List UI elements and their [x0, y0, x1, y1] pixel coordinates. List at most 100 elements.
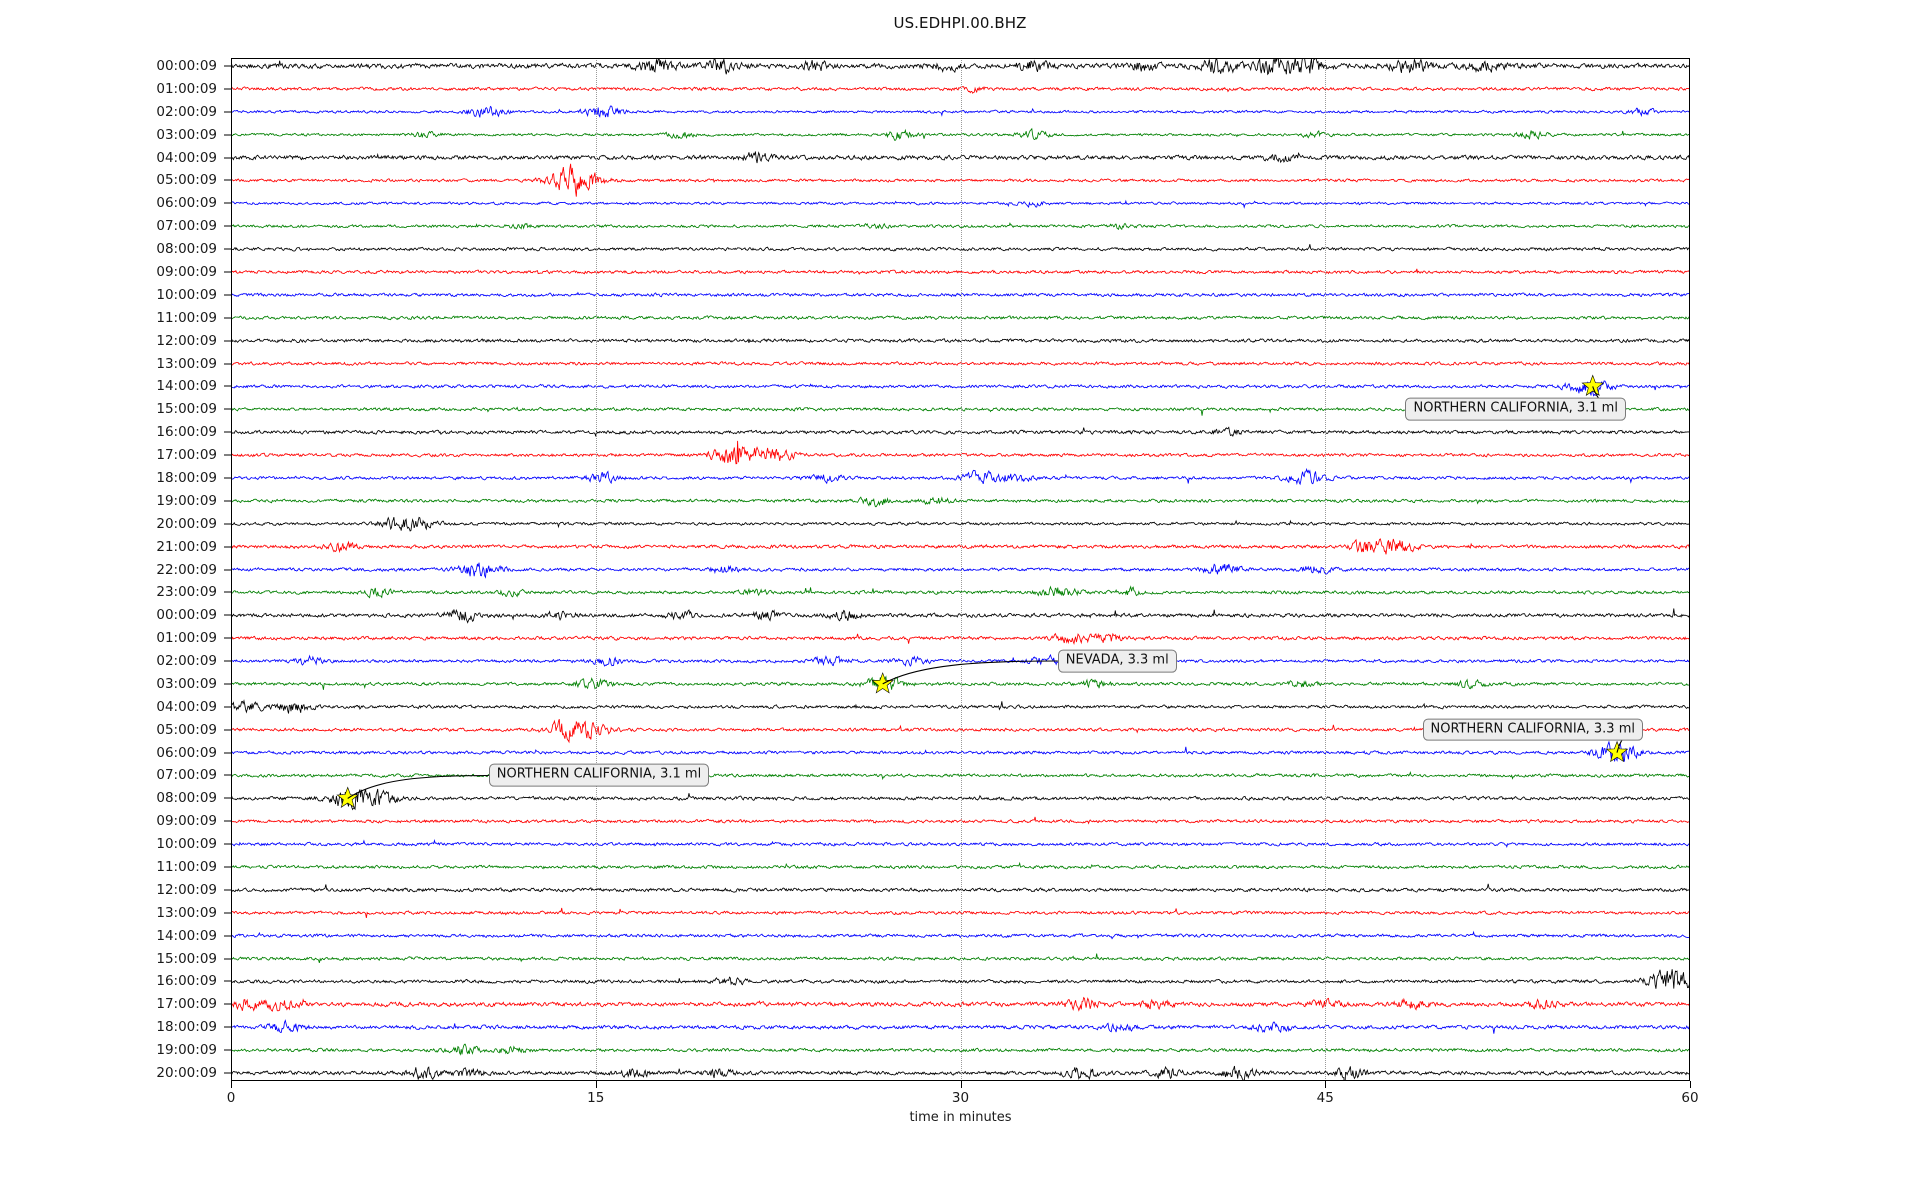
- y-axis-tick-label: 12:00:09: [156, 881, 217, 898]
- y-axis-tick: [224, 614, 231, 616]
- x-axis-tick: [231, 1081, 232, 1088]
- y-axis-tick: [224, 202, 231, 204]
- y-axis-tick-label: 04:00:09: [156, 149, 217, 166]
- y-axis-tick-label: 18:00:09: [156, 469, 217, 486]
- y-axis-tick-label: 00:00:09: [156, 607, 217, 624]
- grid-line-vertical: [960, 58, 962, 1081]
- y-axis-tick: [224, 1003, 231, 1005]
- y-axis-tick-label: 20:00:09: [156, 515, 217, 532]
- y-axis-tick-label: 07:00:09: [156, 218, 217, 235]
- x-axis-tick-label: 0: [226, 1090, 236, 1106]
- y-axis-tick-label: 15:00:09: [156, 950, 217, 967]
- x-axis-tick-label: 60: [1681, 1090, 1699, 1106]
- grid-line-vertical: [595, 58, 597, 1081]
- y-axis-tick-label: 08:00:09: [156, 241, 217, 258]
- y-axis-tick: [224, 454, 231, 456]
- y-axis-tick-label: 06:00:09: [156, 744, 217, 761]
- y-axis-tick-label: 05:00:09: [156, 721, 217, 738]
- y-axis-tick: [224, 706, 231, 708]
- y-axis-tick-label: 01:00:09: [156, 80, 217, 97]
- y-axis-tick-label: 03:00:09: [156, 675, 217, 692]
- y-axis-tick: [224, 340, 231, 342]
- y-axis-tick: [224, 591, 231, 593]
- annotation-northern-california-33[interactable]: NORTHERN CALIFORNIA, 3.3 ml: [1422, 718, 1643, 742]
- y-axis-tick: [224, 935, 231, 937]
- y-axis-tick-label: 16:00:09: [156, 424, 217, 441]
- y-axis-tick: [224, 660, 231, 662]
- x-axis-tick: [1690, 1081, 1691, 1088]
- y-axis-tick: [224, 1049, 231, 1051]
- y-axis-tick-label: 01:00:09: [156, 630, 217, 647]
- y-axis-tick: [224, 111, 231, 113]
- y-axis-tick: [224, 65, 231, 67]
- y-axis-tick-label: 06:00:09: [156, 195, 217, 212]
- y-axis-tick: [224, 248, 231, 250]
- y-axis-tick-label: 17:00:09: [156, 996, 217, 1013]
- y-axis-tick-label: 07:00:09: [156, 767, 217, 784]
- annotation-label: NORTHERN CALIFORNIA, 3.1 ml: [1413, 400, 1618, 416]
- y-axis-tick: [224, 1072, 231, 1074]
- y-axis-tick-label: 19:00:09: [156, 492, 217, 509]
- y-axis-tick-label: 14:00:09: [156, 927, 217, 944]
- y-axis-tick-label: 10:00:09: [156, 836, 217, 853]
- y-axis-tick: [224, 546, 231, 548]
- y-axis-tick-label: 02:00:09: [156, 103, 217, 120]
- x-axis-labels: 0 15 30 45 60: [227, 1081, 1699, 1111]
- grid-line-vertical: [1325, 58, 1327, 1081]
- y-axis-tick-label: 02:00:09: [156, 653, 217, 670]
- annotation-label: NORTHERN CALIFORNIA, 3.3 ml: [1430, 721, 1635, 737]
- y-axis-tick: [224, 889, 231, 891]
- y-axis-tick: [224, 431, 231, 433]
- annotation-northern-california-31-lower[interactable]: NORTHERN CALIFORNIA, 3.1 ml: [488, 764, 710, 787]
- y-axis-tick-label: 21:00:09: [156, 538, 217, 555]
- annotation-nevada-33[interactable]: NEVADA, 3.3 ml: [1057, 649, 1177, 673]
- y-axis-tick-label: 22:00:09: [156, 561, 217, 578]
- x-axis-tick-label: 45: [1316, 1090, 1334, 1106]
- y-axis-tick-label: 23:00:09: [156, 584, 217, 601]
- y-axis-tick-label: 05:00:09: [156, 172, 217, 189]
- y-axis-tick: [224, 363, 231, 365]
- y-axis-tick-label: 11:00:09: [156, 309, 217, 326]
- y-axis-tick-label: 00:00:09: [156, 58, 217, 74]
- y-axis-tick-label: 13:00:09: [156, 904, 217, 921]
- x-axis-tick-label: 30: [951, 1090, 970, 1106]
- y-axis-tick: [224, 958, 231, 960]
- y-axis-tick: [224, 1026, 231, 1028]
- y-axis-tick: [224, 271, 231, 273]
- y-axis-tick: [224, 637, 231, 639]
- y-axis-tick: [224, 569, 231, 570]
- y-axis-tick-label: 09:00:09: [156, 813, 217, 830]
- y-axis-tick-label: 03:00:09: [156, 126, 217, 143]
- y-axis-tick-label: 08:00:09: [156, 790, 217, 807]
- annotation-northern-california-31-upper[interactable]: NORTHERN CALIFORNIA, 3.1 ml: [1405, 397, 1626, 421]
- y-axis-tick: [224, 797, 231, 799]
- x-axis-tick: [960, 1081, 962, 1088]
- y-axis-tick: [224, 683, 231, 685]
- y-axis-labels: 00:00:09 01:00:09 02:00:09 03:00:09 04:00:09…: [0, 58, 231, 1081]
- x-axis-tick: [595, 1081, 597, 1088]
- y-axis-tick: [224, 477, 231, 479]
- y-axis-tick: [224, 774, 231, 776]
- y-axis-tick-label: 15:00:09: [156, 401, 217, 418]
- y-axis-tick: [224, 88, 231, 90]
- y-axis-tick-label: 11:00:09: [156, 859, 217, 876]
- plot-area: NORTHERN CALIFORNIA, 3.1 ml NEVADA, 3.3 m…: [231, 58, 1690, 1081]
- y-axis-tick-label: 17:00:09: [156, 447, 217, 464]
- y-axis-tick-label: 14:00:09: [156, 378, 217, 395]
- y-axis-tick: [224, 843, 231, 845]
- y-axis-tick: [224, 134, 231, 136]
- y-axis-tick-label: 12:00:09: [156, 332, 217, 349]
- y-axis-tick: [224, 225, 231, 227]
- y-axis-tick: [224, 500, 231, 502]
- y-axis-tick: [224, 157, 231, 159]
- y-axis-tick-label: 16:00:09: [156, 973, 217, 990]
- y-axis-tick-label: 19:00:09: [156, 1042, 217, 1059]
- annotation-label: NORTHERN CALIFORNIA, 3.1 ml: [496, 767, 702, 783]
- x-axis-title: time in minutes: [909, 1110, 1012, 1125]
- y-axis-tick: [224, 820, 231, 822]
- y-axis-tick: [224, 294, 231, 296]
- y-axis-tick: [224, 385, 231, 387]
- page-title: US.EDHPI.00.BHZ: [893, 14, 1027, 32]
- y-axis-tick-label: 20:00:09: [156, 1065, 217, 1081]
